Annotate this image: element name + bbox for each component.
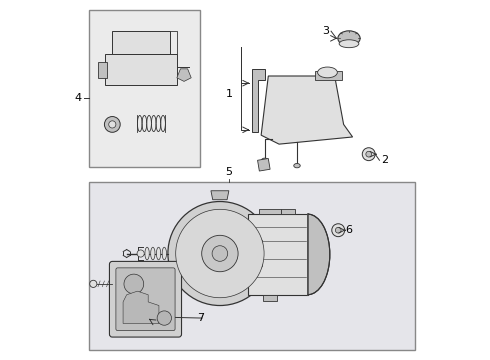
Circle shape [362, 148, 375, 161]
Bar [263, 295, 277, 301]
Polygon shape [177, 69, 191, 81]
Text: 1: 1 [225, 89, 232, 99]
Ellipse shape [145, 247, 149, 260]
Polygon shape [252, 69, 265, 132]
Polygon shape [211, 191, 229, 200]
Text: 2: 2 [381, 155, 389, 165]
Circle shape [366, 151, 371, 157]
Bar [105, 54, 177, 85]
Bar [89, 182, 416, 350]
Ellipse shape [338, 31, 360, 46]
Polygon shape [261, 76, 353, 144]
Polygon shape [258, 158, 270, 171]
Polygon shape [248, 225, 263, 284]
Ellipse shape [339, 40, 359, 48]
Polygon shape [308, 214, 330, 295]
Bar [248, 214, 308, 295]
Circle shape [176, 209, 264, 298]
Circle shape [137, 250, 144, 257]
Ellipse shape [294, 163, 300, 168]
Ellipse shape [318, 67, 337, 78]
Ellipse shape [151, 247, 155, 260]
Bar [259, 209, 281, 214]
Text: 5: 5 [225, 167, 232, 177]
Ellipse shape [262, 158, 268, 162]
Bar [89, 10, 200, 167]
Circle shape [335, 227, 341, 233]
Circle shape [332, 224, 344, 237]
Circle shape [212, 246, 228, 261]
Text: 7: 7 [196, 313, 204, 323]
FancyBboxPatch shape [116, 268, 175, 330]
Ellipse shape [162, 247, 167, 260]
Bar [281, 209, 295, 214]
Bar [98, 62, 107, 78]
Circle shape [168, 202, 272, 306]
Text: 3: 3 [322, 26, 329, 36]
Ellipse shape [124, 274, 144, 294]
Polygon shape [123, 291, 159, 323]
FancyBboxPatch shape [109, 261, 181, 337]
Circle shape [104, 117, 120, 132]
Circle shape [90, 280, 97, 287]
Ellipse shape [156, 247, 161, 260]
Circle shape [109, 121, 116, 128]
Text: 4: 4 [74, 93, 82, 103]
Bar [112, 31, 170, 54]
Bar [315, 71, 342, 80]
Circle shape [157, 311, 171, 325]
Circle shape [202, 235, 238, 272]
Text: 6: 6 [345, 225, 352, 235]
